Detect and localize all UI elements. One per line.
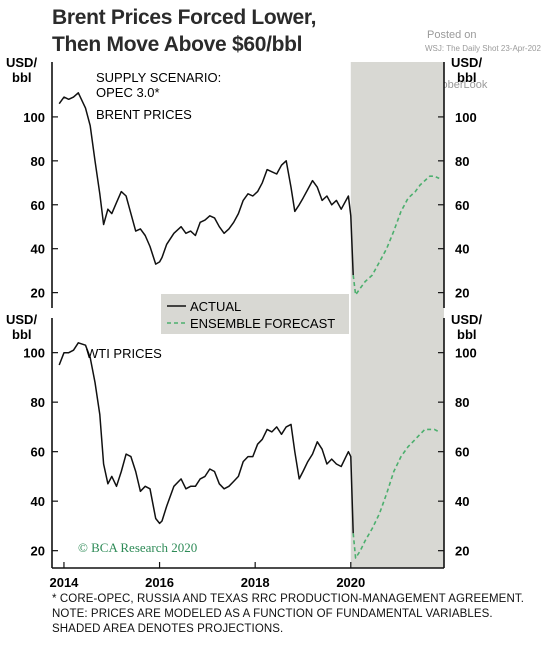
bottom-ylabel-left-2: bbl: [12, 327, 32, 342]
top-panel-labels: USD/ bbl USD/ bbl SUPPLY SCENARIO: OPEC …: [6, 55, 482, 122]
xtick-label: 2020: [336, 575, 365, 590]
ytick-label-left-bottom: 40: [31, 494, 45, 509]
ytick-label-right-top: 20: [455, 286, 469, 301]
wti-forecast-line: [352, 428, 440, 559]
ytick-label-left-bottom: 100: [23, 346, 45, 361]
top-ylabel-left-1: USD/: [6, 55, 37, 70]
bottom-ylabel-left-1: USD/: [6, 312, 37, 327]
ytick-label-right-bottom: 100: [455, 346, 477, 361]
ytick-label-left-top: 20: [31, 286, 45, 301]
axis-ticks: 20 20 40 40 60 60 80 80 100 100 20 20 40 40 60 60 80 80 10…: [23, 110, 477, 568]
xtick-label: 2016: [145, 575, 174, 590]
footnote-3: SHADED AREA DENOTES PROJECTIONS.: [52, 623, 284, 635]
annotation-scenario: SUPPLY SCENARIO:: [96, 70, 221, 85]
x-axis-labels: 2014 2016 2018 2020: [49, 575, 365, 590]
ytick-label-left-bottom: 80: [31, 395, 45, 410]
ytick-label-left-top: 100: [23, 110, 45, 125]
ytick-label-right-top: 40: [455, 242, 469, 257]
footnote-2: NOTE: PRICES ARE MODELED AS A FUNCTION O…: [52, 608, 493, 620]
ytick-label-left-top: 40: [31, 242, 45, 257]
watermark-source: WSJ: The Daily Shot 23-Apr-2020: [425, 44, 541, 53]
legend-box: [161, 294, 349, 334]
annotation-opec: OPEC 3.0*: [96, 85, 160, 100]
bottom-ylabel-right-2: bbl: [457, 327, 477, 342]
xtick-label: 2014: [49, 575, 79, 590]
legend-actual-label: ACTUAL: [190, 299, 241, 314]
legend-forecast-label: ENSEMBLE FORECAST: [190, 316, 335, 331]
annotation-brent: BRENT PRICES: [96, 107, 192, 122]
ytick-label-left-bottom: 20: [31, 544, 45, 559]
brent-actual-line: [58, 92, 354, 276]
ytick-label-left-top: 60: [31, 198, 45, 213]
xtick-label: 2018: [241, 575, 270, 590]
ytick-label-right-bottom: 60: [455, 445, 469, 460]
footnotes: * CORE-OPEC, RUSSIA AND TEXAS RRC PRODUC…: [52, 592, 524, 637]
top-ylabel-left-2: bbl: [12, 70, 32, 85]
ytick-label-right-bottom: 40: [455, 494, 469, 509]
projection-shade: [350, 62, 444, 568]
footnote-1: * CORE-OPEC, RUSSIA AND TEXAS RRC PRODUC…: [52, 593, 524, 605]
title-line-1: Brent Prices Forced Lower,: [52, 6, 317, 29]
chart-title: Brent Prices Forced Lower, Then Move Abo…: [52, 4, 316, 58]
title-line-2: Then Move Above $60/bbl: [52, 33, 303, 56]
brent-forecast-line: [352, 175, 440, 296]
ytick-label-right-bottom: 20: [455, 544, 469, 559]
series-lines: [58, 92, 440, 559]
ytick-label-right-bottom: 80: [455, 395, 469, 410]
watermark-posted: Posted on: [427, 29, 477, 41]
annotation-wti: WTI PRICES: [86, 346, 162, 361]
ytick-label-right-top: 80: [455, 154, 469, 169]
ytick-label-right-top: 60: [455, 198, 469, 213]
top-ylabel-right-2: bbl: [457, 70, 477, 85]
ytick-label-left-bottom: 60: [31, 445, 45, 460]
legend: ACTUAL ENSEMBLE FORECAST: [161, 294, 349, 334]
bottom-ylabel-right-1: USD/: [451, 312, 482, 327]
chart-frame: [51, 62, 445, 569]
top-ylabel-right-1: USD/: [451, 55, 482, 70]
ytick-label-right-top: 100: [455, 110, 477, 125]
bottom-panel-labels: USD/ bbl USD/ bbl WTI PRICES: [6, 312, 482, 361]
copyright-label: © BCA Research 2020: [78, 540, 197, 555]
wti-actual-line: [58, 342, 354, 534]
ytick-label-left-top: 80: [31, 154, 45, 169]
